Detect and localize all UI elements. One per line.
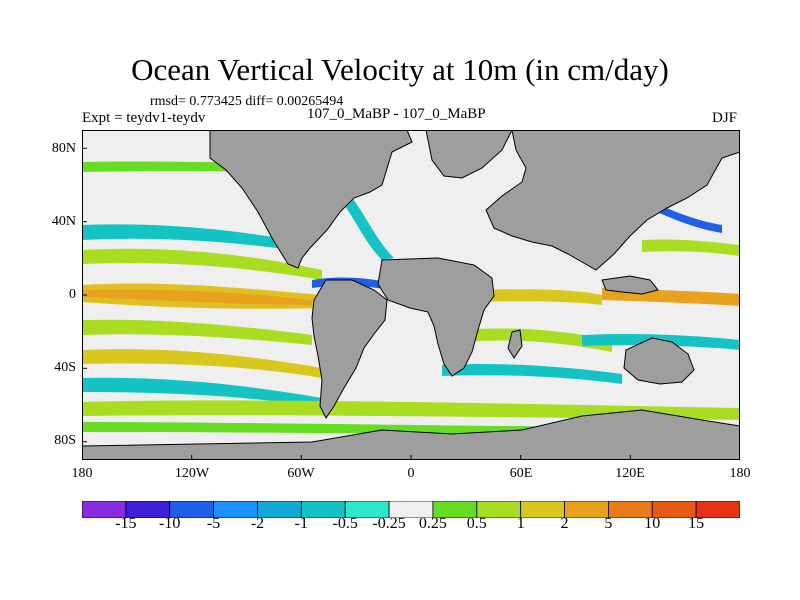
band-west-pacific-north <box>642 239 740 256</box>
season-label: DJF <box>712 110 738 126</box>
x-tick-label: 60W <box>287 466 315 481</box>
colorbar-swatch <box>695 501 740 518</box>
colorbar-label: -15 <box>115 515 137 532</box>
colorbar-label: 5 <box>604 515 613 532</box>
colorbar-label: 15 <box>688 515 705 532</box>
colorbar-label: -2 <box>250 515 265 532</box>
land-eurasia <box>485 130 740 271</box>
colorbar-label: 0.25 <box>418 515 447 532</box>
land-north-america <box>209 130 413 269</box>
y-tick-label: 40N <box>51 214 76 229</box>
colorbar-label: -1 <box>294 515 308 532</box>
colorbar-label: 10 <box>644 515 661 532</box>
y-tick-label: 0 <box>69 287 76 302</box>
band-north-pacific-2 <box>82 224 292 250</box>
band-indian-south <box>462 328 612 352</box>
colorbar-label: -5 <box>206 515 221 532</box>
equatorial-band-indian <box>482 289 602 305</box>
land-antarctica <box>82 409 740 460</box>
y-tick-label: 80S <box>54 433 76 448</box>
x-tick-label: 120E <box>615 466 645 481</box>
colorbar-label: 1 <box>516 515 525 532</box>
band-south-pacific-2 <box>82 349 322 378</box>
subtitle-label: 107_0_MaBP - 107_0_MaBP <box>307 106 486 122</box>
equatorial-core-pacific <box>82 289 312 305</box>
land-maritime-continent <box>601 275 659 295</box>
x-tick-label: 180 <box>729 466 751 481</box>
ticks <box>82 147 631 460</box>
land-south-america <box>311 279 388 419</box>
band-south-pacific-1 <box>82 319 312 345</box>
land-africa <box>377 257 495 377</box>
x-tick-label: 60E <box>509 466 533 481</box>
y-tick-label: 40S <box>54 360 76 375</box>
band-south-pacific-3 <box>82 377 322 408</box>
band-indian-south-2 <box>442 364 622 384</box>
land-greenland <box>425 130 513 179</box>
colorbar-label: -0.5 <box>332 515 358 532</box>
colorbar-label: -10 <box>159 515 181 532</box>
x-tick-label: 0 <box>407 466 415 481</box>
band-southern-ocean <box>82 400 740 420</box>
colorbar <box>82 501 740 518</box>
band-north-atlantic <box>332 188 394 260</box>
figure-title: Ocean Vertical Velocity at 10m (in cm/da… <box>131 52 669 87</box>
x-tick-label: 180 <box>71 466 93 481</box>
land-australia <box>623 337 695 385</box>
x-tick-label: 120W <box>174 466 210 481</box>
colorbar-label: 2 <box>560 515 569 532</box>
experiment-label: Expt = teydv1-teydv <box>82 110 206 126</box>
y-tick-label: 80N <box>51 141 76 156</box>
map-panel <box>82 130 740 460</box>
colorbar-label: -0.25 <box>372 515 406 532</box>
stats-label: rmsd= 0.773425 diff= 0.00265494 <box>150 94 344 109</box>
land-masses <box>82 130 740 460</box>
land-madagascar <box>507 329 523 359</box>
band-north-pacific-1 <box>82 248 322 280</box>
colorbar-label: 0.5 <box>466 515 487 532</box>
